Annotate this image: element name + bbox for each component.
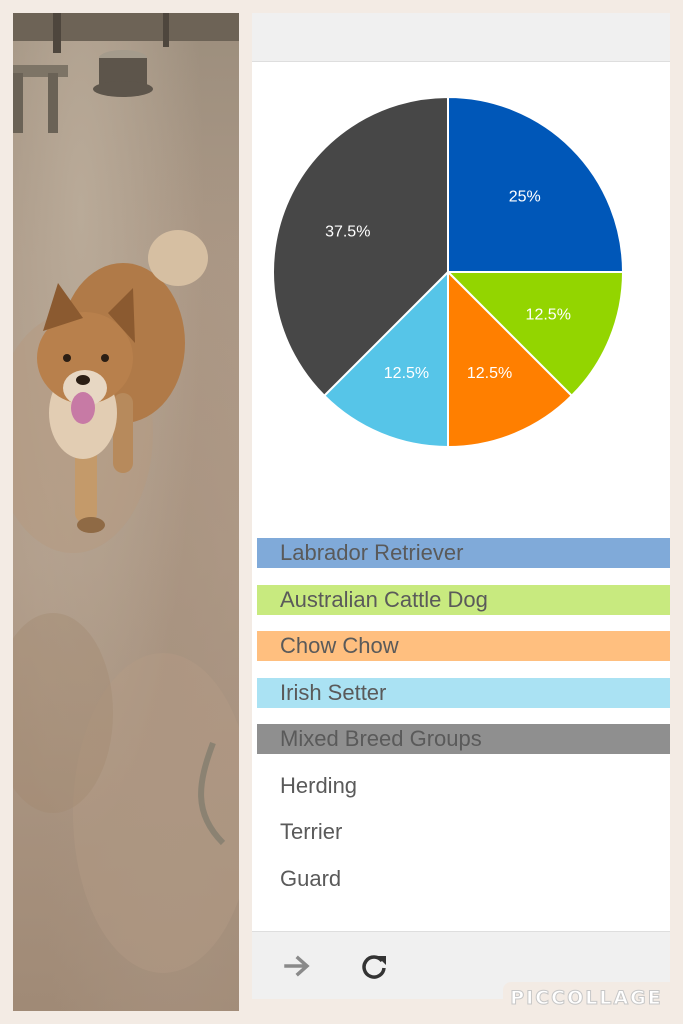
app-panel: 25% 12.5% 12.5% 12.5% 37.5% Labrador Retriev…: [252, 13, 670, 999]
pie-slice-2: [447, 269, 574, 449]
top-bar: [252, 13, 670, 62]
pie-slice-label-2: 12.5%: [467, 365, 512, 382]
pie-slice-label-0: 25%: [509, 188, 541, 205]
pie-slice-label-3: 12.5%: [384, 365, 429, 382]
pie-chart-svg: 25% 12.5% 12.5% 12.5% 37.5%: [272, 95, 625, 449]
option-irish-setter[interactable]: Irish Setter: [257, 677, 670, 708]
option-herding[interactable]: Herding: [280, 772, 358, 798]
answer-options: Labrador Retriever Australian Cattle Dog…: [257, 538, 670, 910]
pie-slice-1: [445, 271, 625, 398]
pie-slice-0: [447, 95, 625, 273]
option-terrier[interactable]: Terrier: [280, 819, 343, 844]
piccollage-watermark: PICCOLLAGE: [503, 982, 670, 1014]
arrow-right-icon[interactable]: [282, 950, 314, 982]
dog-photo: [13, 13, 239, 1011]
pie-slice-3: [322, 269, 449, 449]
option-guard[interactable]: Guard: [280, 865, 342, 891]
option-labrador-retriever[interactable]: Labrador Retriever: [257, 538, 670, 568]
pie-slice-label-1: 12.5%: [526, 307, 571, 324]
pie-chart: 25% 12.5% 12.5% 12.5% 37.5%: [252, 73, 670, 503]
option-mixed-breed-groups[interactable]: Mixed Breed Groups: [257, 724, 670, 754]
watermark-text: PICCOLLAGE: [510, 987, 663, 1010]
pie-slice-label-4: 37.5%: [325, 223, 370, 240]
option-chow-chow[interactable]: Chow Chow: [257, 631, 670, 661]
dog-photo-illustration: [13, 13, 239, 973]
refresh-icon[interactable]: [358, 950, 390, 982]
option-australian-cattle-dog[interactable]: Australian Cattle Dog: [257, 584, 670, 615]
pie-slice-4: [272, 95, 449, 398]
